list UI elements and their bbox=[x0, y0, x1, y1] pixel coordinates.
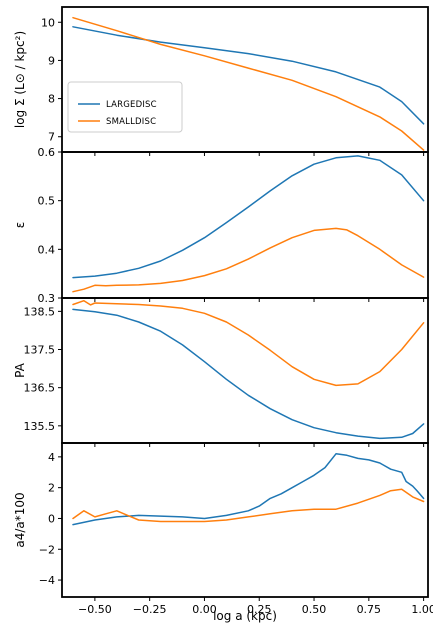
y-tick-label: 4 bbox=[48, 451, 55, 464]
y-tick-label: 9 bbox=[48, 54, 55, 67]
series-line-largedisc bbox=[72, 26, 425, 125]
series-line-largedisc bbox=[72, 308, 425, 440]
series-line-smalldisc bbox=[72, 299, 425, 387]
panel-frame bbox=[61, 297, 429, 444]
x-tick-label: 0.50 bbox=[302, 603, 327, 616]
y-tick-label: −4 bbox=[39, 574, 55, 587]
y-tick-label: 7 bbox=[48, 131, 55, 144]
legend-box bbox=[67, 81, 183, 133]
x-tick-label: 0.00 bbox=[192, 603, 217, 616]
y-axis-label: PA bbox=[13, 362, 27, 377]
x-tick-label: 0.75 bbox=[357, 603, 382, 616]
y-tick-label: 138.5 bbox=[24, 305, 56, 318]
y-tick-label: 10 bbox=[41, 16, 55, 29]
x-tick-label: −0.25 bbox=[133, 603, 167, 616]
y-tick-label: 0.3 bbox=[38, 292, 56, 305]
series-line-largedisc bbox=[72, 453, 425, 526]
y-tick-label: 0.5 bbox=[38, 195, 56, 208]
y-axis-label: a4/a*100 bbox=[13, 492, 27, 547]
y-tick-label: −2 bbox=[39, 543, 55, 556]
y-tick-label: 136.5 bbox=[24, 382, 56, 395]
series-line-smalldisc bbox=[72, 227, 425, 293]
y-tick-label: 0.4 bbox=[38, 243, 56, 256]
panel-frame bbox=[61, 151, 429, 299]
legend: LARGEDISC SMALLDISC bbox=[67, 81, 183, 133]
legend-label-largedisc: LARGEDISC bbox=[106, 100, 157, 110]
y-tick-label: 0 bbox=[48, 512, 55, 525]
series-line-smalldisc bbox=[72, 16, 425, 151]
y-tick-label: 8 bbox=[48, 93, 55, 106]
x-tick-label: 1.00 bbox=[411, 603, 433, 616]
series-line-largedisc bbox=[72, 155, 425, 279]
y-tick-label: 135.5 bbox=[24, 420, 56, 433]
x-tick-label: 0.25 bbox=[247, 603, 272, 616]
y-tick-label: 0.6 bbox=[38, 146, 56, 159]
y-axis-label: ε bbox=[13, 222, 27, 229]
panel-frame bbox=[61, 442, 429, 598]
x-axis-label: log a (kpc) bbox=[213, 609, 277, 623]
y-axis-label: log Σ (L⊙ / kpc²) bbox=[13, 31, 27, 128]
legend-label-smalldisc: SMALLDISC bbox=[106, 117, 156, 127]
y-tick-label: 2 bbox=[48, 482, 55, 495]
x-tick-label: −0.50 bbox=[78, 603, 112, 616]
series-line-smalldisc bbox=[72, 488, 425, 523]
y-tick-label: 137.5 bbox=[24, 344, 56, 357]
